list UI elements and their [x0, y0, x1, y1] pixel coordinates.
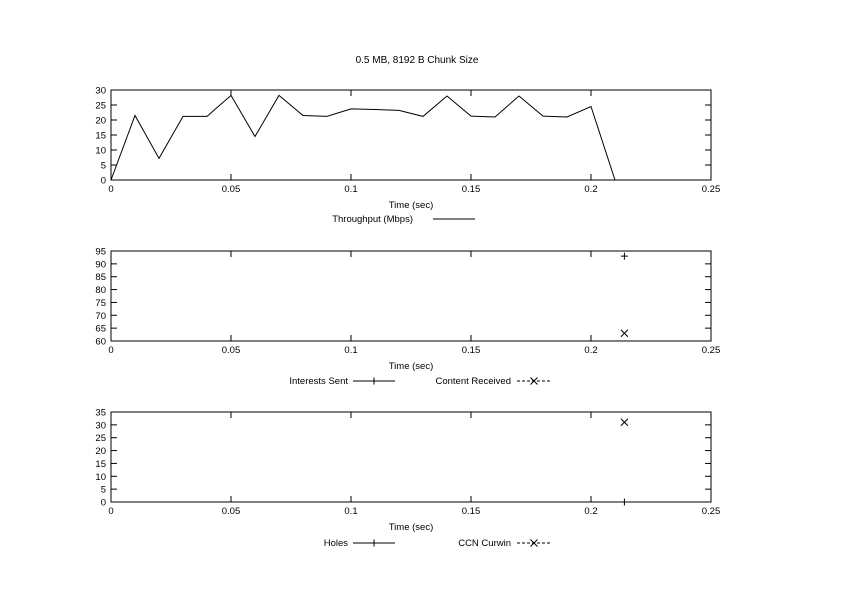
- y-tick-label: 30: [95, 86, 106, 97]
- y-tick-label: 25: [95, 101, 106, 112]
- data-point-plus: [620, 498, 628, 506]
- x-tick-label: 0: [108, 506, 113, 517]
- legend-marker-cross: [530, 377, 538, 385]
- y-tick-label: 5: [101, 161, 106, 172]
- y-tick-label: 35: [95, 408, 106, 419]
- y-tick-label: 95: [95, 247, 106, 258]
- x-axis-label: Time (sec): [389, 200, 434, 211]
- legend-marker-plus: [370, 377, 378, 385]
- data-point-cross: [620, 329, 629, 338]
- legend: Throughput (Mbps): [332, 214, 475, 225]
- y-tick-label: 65: [95, 324, 106, 335]
- y-tick-label: 10: [95, 146, 106, 157]
- x-tick-label: 0: [108, 184, 113, 195]
- x-tick-label: 0.15: [462, 184, 481, 195]
- y-tick-label: 70: [95, 311, 106, 322]
- legend-label: Content Received: [435, 376, 511, 387]
- x-tick-label: 0.05: [222, 345, 241, 356]
- x-tick-label: 0.25: [702, 345, 721, 356]
- y-tick-label: 90: [95, 259, 106, 270]
- x-tick-label: 0.1: [344, 506, 357, 517]
- legend-label: Holes: [324, 538, 349, 549]
- x-tick-label: 0.1: [344, 345, 357, 356]
- plot-frame: [110, 89, 712, 181]
- x-tick-label: 0.15: [462, 345, 481, 356]
- y-tick-label: 20: [95, 446, 106, 457]
- x-axis-label: Time (sec): [389, 361, 434, 372]
- x-tick-label: 0.25: [702, 506, 721, 517]
- series-line-1: [110, 94, 616, 181]
- y-tick-label: 5: [101, 485, 106, 496]
- y-tick-label: 80: [95, 285, 106, 296]
- x-tick-label: 0: [108, 345, 113, 356]
- chart-title: 0.5 MB, 8192 B Chunk Size: [356, 55, 479, 66]
- y-tick-label: 15: [95, 459, 106, 470]
- y-tick-label: 25: [95, 433, 106, 444]
- y-tick-label: 60: [95, 337, 106, 348]
- y-tick-label: 30: [95, 420, 106, 431]
- chart-panel-1: 0 0.05 0.1 0.15 0.2 0.25 0 5 10 15 20 25 30 Time (sec…: [95, 86, 720, 226]
- x-tick-label: 0.1: [344, 184, 357, 195]
- data-point-plus: [620, 252, 628, 260]
- plot-frame: [110, 250, 712, 342]
- x-tick-label: 0.25: [702, 184, 721, 195]
- x-tick-label: 0.15: [462, 506, 481, 517]
- legend: Interests Sent Content Received: [289, 376, 551, 387]
- x-tick-label: 0.05: [222, 506, 241, 517]
- legend-label: Throughput (Mbps): [332, 214, 413, 225]
- x-tick-label: 0.2: [584, 345, 597, 356]
- legend-label: CCN Curwin: [458, 538, 511, 549]
- y-tick-label: 85: [95, 272, 106, 283]
- y-tick-label: 75: [95, 298, 106, 309]
- legend-marker-plus: [370, 539, 378, 547]
- plot-frame: [110, 411, 712, 503]
- x-tick-label: 0.2: [584, 184, 597, 195]
- x-axis-label: Time (sec): [389, 522, 434, 533]
- x-tick-label: 0.05: [222, 184, 241, 195]
- legend-label: Interests Sent: [289, 376, 348, 387]
- legend-marker-cross: [530, 539, 538, 547]
- y-tick-label: 20: [95, 116, 106, 127]
- legend: Holes CCN Curwin: [324, 538, 551, 549]
- y-tick-label: 0: [101, 176, 106, 187]
- x-tick-label: 0.2: [584, 506, 597, 517]
- data-point-cross: [620, 418, 629, 427]
- y-tick-label: 15: [95, 131, 106, 142]
- y-tick-label: 0: [101, 498, 106, 509]
- y-tick-label: 10: [95, 472, 106, 483]
